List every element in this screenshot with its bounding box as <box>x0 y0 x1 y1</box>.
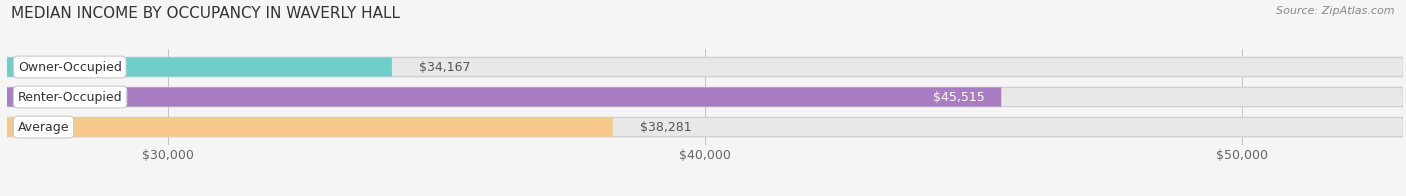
FancyBboxPatch shape <box>7 57 1403 77</box>
Text: $45,515: $45,515 <box>934 91 986 103</box>
Text: MEDIAN INCOME BY OCCUPANCY IN WAVERLY HALL: MEDIAN INCOME BY OCCUPANCY IN WAVERLY HA… <box>11 6 401 21</box>
Text: $34,167: $34,167 <box>419 61 470 74</box>
Text: Renter-Occupied: Renter-Occupied <box>18 91 122 103</box>
Text: Owner-Occupied: Owner-Occupied <box>18 61 122 74</box>
FancyBboxPatch shape <box>7 117 1403 137</box>
Text: $38,281: $38,281 <box>640 121 692 133</box>
Text: Source: ZipAtlas.com: Source: ZipAtlas.com <box>1277 6 1395 16</box>
Text: Average: Average <box>18 121 69 133</box>
FancyBboxPatch shape <box>7 87 1403 107</box>
FancyBboxPatch shape <box>7 57 392 77</box>
FancyBboxPatch shape <box>7 117 613 137</box>
FancyBboxPatch shape <box>7 87 1001 107</box>
